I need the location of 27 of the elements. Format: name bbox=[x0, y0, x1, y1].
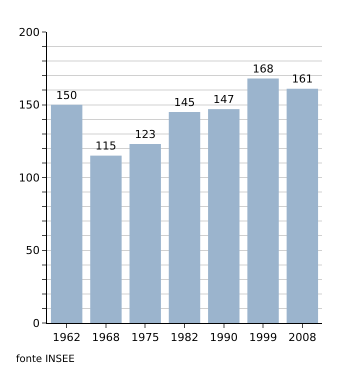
data-label: 168 bbox=[252, 62, 274, 76]
y-tick-label: 150 bbox=[18, 98, 40, 112]
data-label: 161 bbox=[292, 72, 313, 86]
bar bbox=[247, 78, 279, 323]
data-label: 115 bbox=[95, 140, 116, 153]
source-note: fonte INSEE bbox=[16, 354, 75, 365]
x-tick-label: 1999 bbox=[249, 331, 278, 344]
x-tick-label: 1982 bbox=[170, 331, 198, 344]
y-tick-label: 0 bbox=[32, 316, 40, 330]
x-tick-label: 2008 bbox=[288, 331, 316, 344]
data-label: 123 bbox=[134, 128, 156, 142]
x-tick-label: 1975 bbox=[131, 331, 160, 344]
y-tick-label: 50 bbox=[26, 244, 40, 258]
data-label: 147 bbox=[213, 93, 234, 106]
bar bbox=[130, 144, 161, 323]
x-tick-label: 1968 bbox=[92, 331, 120, 344]
y-tick-label: 200 bbox=[18, 26, 40, 39]
bar bbox=[208, 109, 240, 323]
bar bbox=[50, 104, 82, 323]
data-label: 150 bbox=[56, 88, 78, 102]
y-tick-label: 100 bbox=[18, 171, 40, 184]
data-label: 145 bbox=[174, 96, 195, 110]
bar bbox=[286, 88, 318, 323]
x-tick-label: 1962 bbox=[52, 331, 81, 344]
bar bbox=[168, 112, 200, 323]
bar bbox=[90, 156, 122, 323]
x-tick-label: 1990 bbox=[210, 331, 238, 344]
